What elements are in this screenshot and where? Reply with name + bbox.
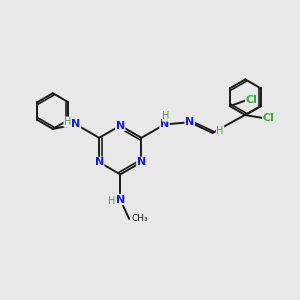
Text: N: N [94,157,104,167]
Text: CH₃: CH₃ [132,214,148,224]
Text: Cl: Cl [246,95,257,105]
Text: H: H [108,196,116,206]
Text: H: H [162,111,170,121]
Text: N: N [116,195,125,205]
Text: N: N [71,119,81,129]
Text: Cl: Cl [262,113,274,123]
Text: N: N [160,119,169,129]
Text: N: N [185,117,194,127]
Text: N: N [116,121,125,130]
Text: H: H [64,117,71,127]
Text: N: N [137,157,146,167]
Text: H: H [216,125,224,136]
